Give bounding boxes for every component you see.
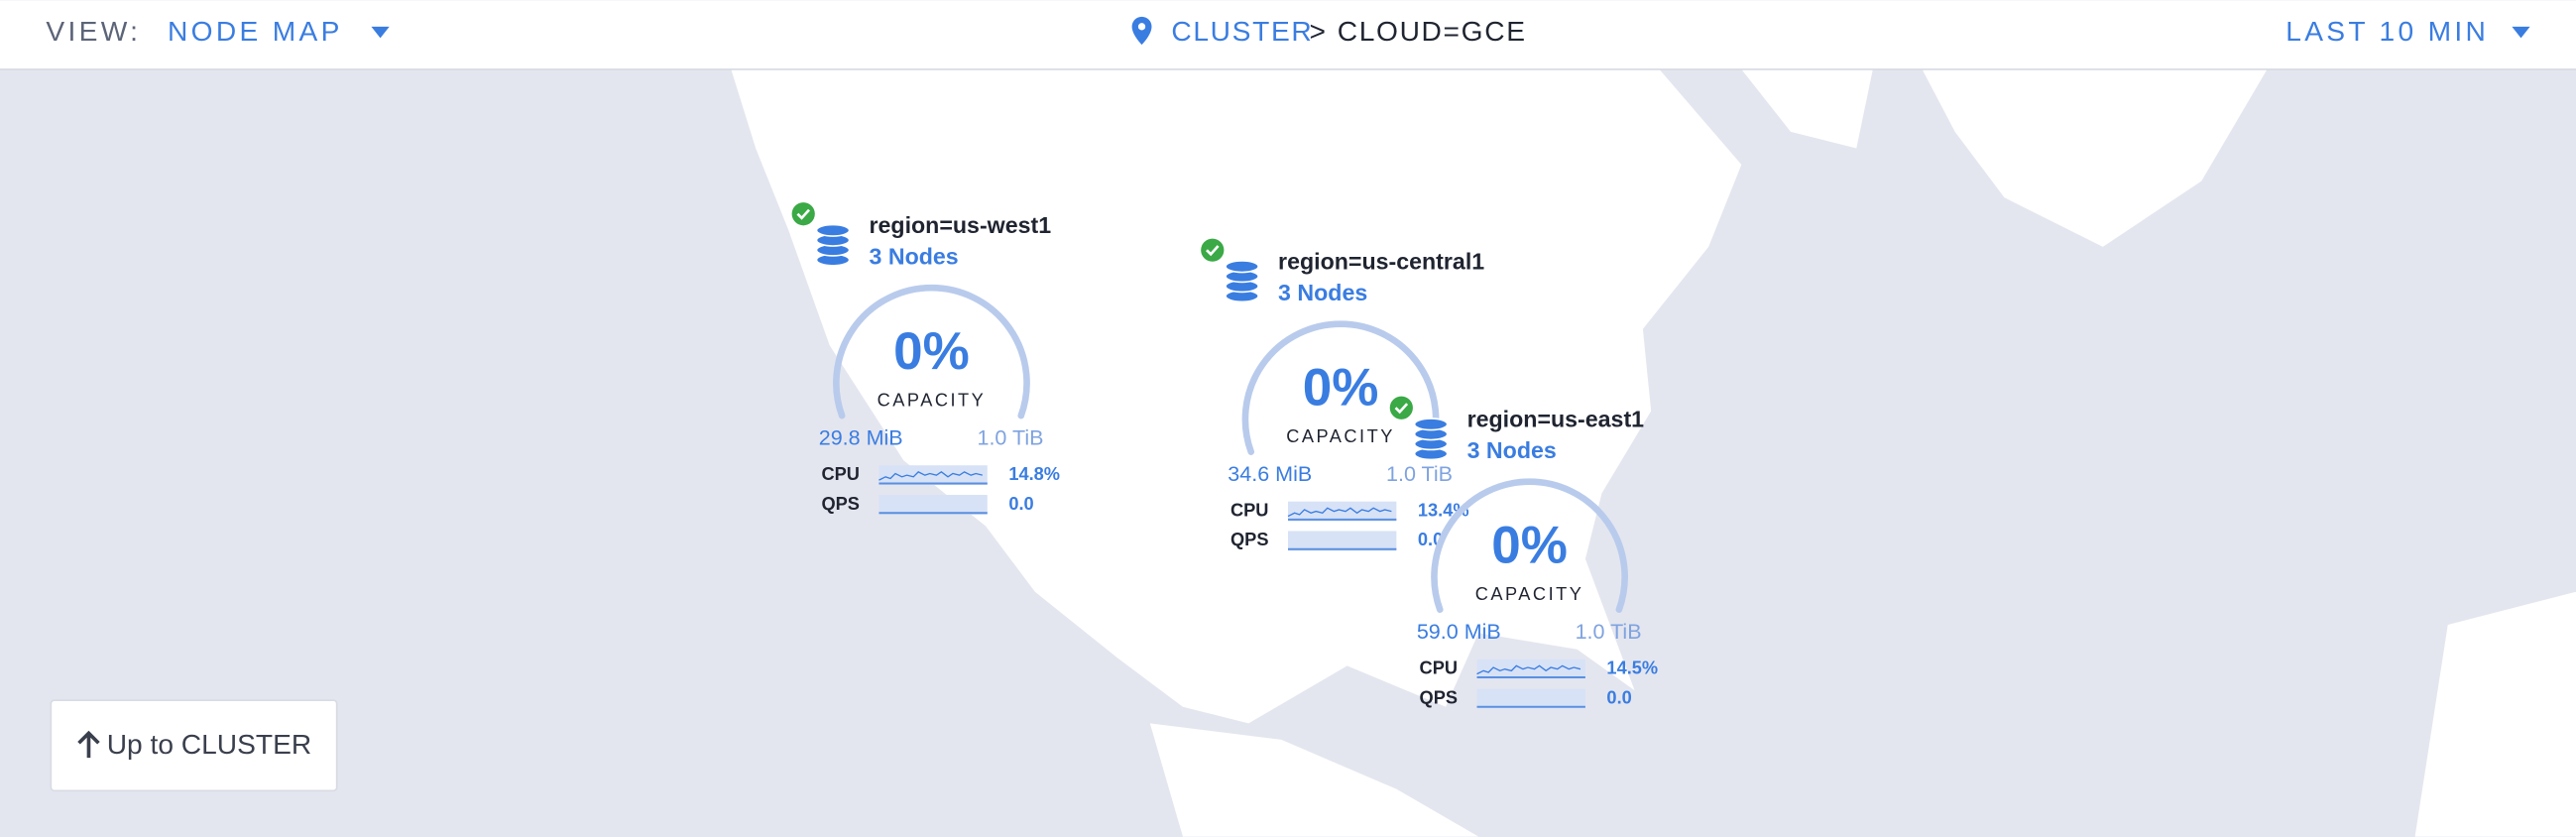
up-arrow-icon (77, 730, 100, 759)
node-icon (1225, 260, 1260, 274)
total-storage: 1.0 TiB (977, 425, 1043, 449)
qps-sparkline-bg (1288, 531, 1397, 551)
time-range-select[interactable]: LAST 10 MIN (2285, 16, 2489, 47)
view-select[interactable]: NODE MAP (168, 16, 343, 47)
cpu-sparkline (1287, 507, 1392, 518)
total-storage: 1.0 TiB (1386, 462, 1453, 486)
capacity-label: CAPACITY (1286, 426, 1395, 446)
capacity-gauge (833, 284, 1030, 419)
pin-dot (1137, 23, 1146, 31)
map-land (731, 68, 2576, 837)
cpu-sparkline (1476, 664, 1581, 675)
cpu-label: CPU (821, 464, 859, 484)
node-count: 3 Nodes (869, 244, 958, 270)
qps-value: 0.0 (1606, 687, 1631, 707)
used-storage: 34.6 MiB (1228, 462, 1312, 486)
cpu-value: 14.8% (1008, 464, 1060, 484)
view-label: VIEW: (46, 16, 141, 47)
dropdown-arrow[interactable] (2512, 26, 2530, 39)
region-name[interactable]: region=us-central1 (1278, 249, 1484, 275)
top-bar (0, 0, 2576, 69)
dropdown-arrow[interactable] (371, 26, 390, 39)
capacity-gauge (1431, 478, 1628, 614)
status-check (1389, 396, 1413, 419)
status-check (1201, 238, 1225, 262)
up-button-box[interactable] (50, 699, 338, 792)
breadcrumb-current: CLOUD=GCE (1338, 16, 1527, 47)
node-count: 3 Nodes (1278, 280, 1367, 305)
breadcrumb-link[interactable]: CLUSTER (1171, 16, 1313, 47)
qps-sparkline-bg (1476, 688, 1585, 709)
region-name[interactable]: region=us-east1 (1467, 407, 1645, 432)
cpu-sparkline-bg (1288, 501, 1397, 522)
region-name[interactable]: region=us-west1 (869, 212, 1051, 238)
cpu-sparkline-bg (1476, 658, 1585, 679)
breadcrumb-separator: > (1310, 16, 1326, 47)
region-card: region=us-central1 3 Nodes 0% CAPACITY 34.6 … (1201, 238, 1484, 551)
capacity-label: CAPACITY (1475, 584, 1584, 604)
qps-label: QPS (1420, 687, 1458, 707)
cpu-sparkline-bg (878, 465, 988, 486)
node-icon (1413, 418, 1449, 431)
region-card: region=us-east1 3 Nodes 0% CAPACITY 59.0 MiB… (1389, 396, 1658, 709)
cpu-label: CPU (1420, 658, 1458, 677)
used-storage: 59.0 MiB (1417, 620, 1501, 644)
capacity-gauge (1241, 320, 1440, 455)
capacity-label: CAPACITY (878, 390, 987, 410)
node-icon (815, 223, 851, 237)
status-check-mark (1206, 245, 1220, 257)
capacity-percent: 0% (1303, 359, 1379, 418)
pin-icon (1131, 16, 1152, 46)
qps-sparkline-bg (878, 495, 988, 515)
up-button-label[interactable]: Up to CLUSTER (107, 729, 312, 760)
qps-label: QPS (821, 494, 859, 514)
cpu-value: 14.5% (1606, 658, 1658, 677)
node-count: 3 Nodes (1467, 437, 1557, 463)
up-button[interactable]: Up to CLUSTER (50, 699, 338, 792)
total-storage: 1.0 TiB (1576, 620, 1642, 644)
status-check-mark (796, 208, 811, 220)
cpu-label: CPU (1230, 500, 1268, 520)
status-check-mark (1394, 403, 1409, 415)
capacity-percent: 0% (1491, 517, 1568, 575)
used-storage: 29.8 MiB (819, 425, 903, 449)
qps-value: 0.0 (1008, 494, 1033, 514)
regions: region=us-west1 3 Nodes 0% CAPACITY 29.8 MiB… (791, 202, 1658, 709)
region-card: region=us-west1 3 Nodes 0% CAPACITY 29.8 MiB… (791, 202, 1060, 515)
cpu-sparkline (878, 471, 983, 481)
qps-label: QPS (1230, 530, 1268, 549)
capacity-percent: 0% (893, 322, 970, 381)
status-check (791, 202, 815, 226)
